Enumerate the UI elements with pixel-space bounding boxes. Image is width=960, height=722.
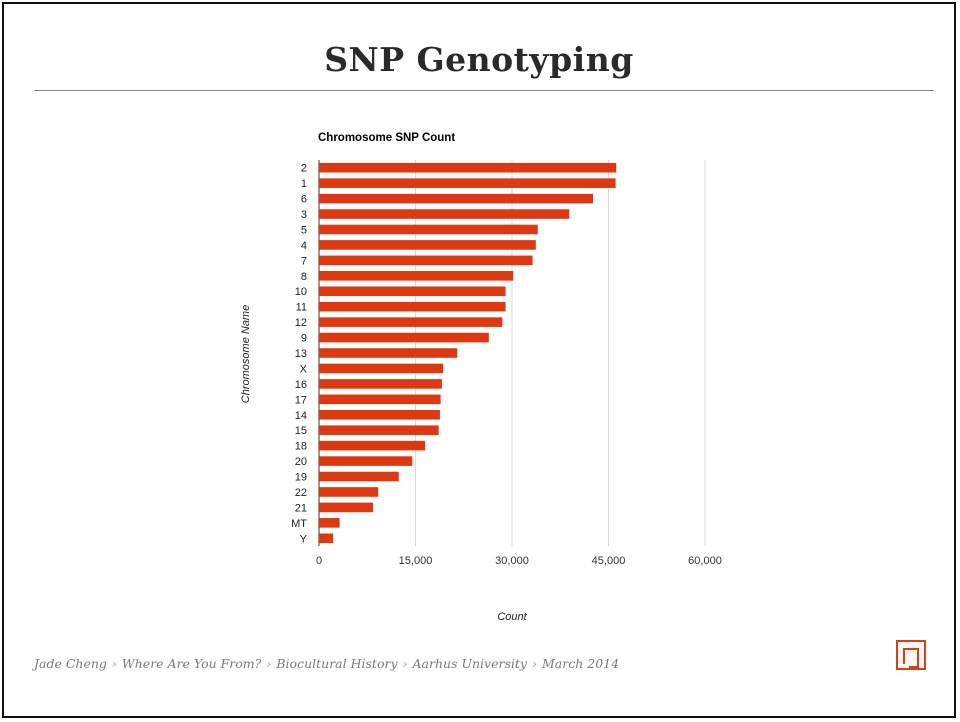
y-tick-label: X — [300, 363, 308, 375]
bar-chromosome-22 — [319, 487, 379, 497]
bar-chromosome-13 — [319, 348, 458, 358]
footer-item: Aarhus University — [412, 656, 527, 671]
bar-chromosome-Y — [319, 533, 334, 544]
y-tick-label: 6 — [301, 194, 307, 206]
y-tick-label: 8 — [301, 271, 307, 283]
y-tick-label: 14 — [295, 410, 307, 422]
slide-footer: Jade Cheng › Where Are You From? › Biocultur… — [34, 656, 619, 671]
bar-chromosome-20 — [319, 456, 413, 466]
y-tick-label: 3 — [301, 209, 307, 221]
y-tick-label: 5 — [301, 224, 307, 236]
x-axis-label: Count — [497, 611, 527, 623]
footer-item: Biocultural History — [276, 656, 398, 671]
y-tick-label: 15 — [295, 425, 307, 437]
footer-separator: › — [531, 656, 537, 671]
bar-chromosome-2 — [319, 162, 617, 173]
footer-separator: › — [402, 656, 408, 671]
y-axis-label: Chromosome Name — [240, 305, 252, 403]
y-tick-label: 19 — [295, 472, 307, 484]
bar-chromosome-21 — [319, 502, 374, 513]
y-tick-label: 22 — [295, 487, 307, 499]
y-tick-label: 17 — [295, 394, 307, 406]
bar-chromosome-1 — [319, 178, 616, 188]
bar-chromosome-17 — [319, 394, 441, 405]
footer-separator: › — [266, 656, 272, 671]
x-tick-label: 60,000 — [688, 555, 722, 567]
x-tick-label: 30,000 — [495, 555, 529, 567]
y-tick-label: 13 — [295, 348, 307, 360]
y-tick-label: 10 — [295, 286, 307, 298]
y-tick-label: 11 — [296, 302, 307, 314]
footer-item: Jade Cheng — [34, 656, 107, 671]
chart-title: Chromosome SNP Count — [318, 132, 455, 144]
x-tick-label: 0 — [316, 555, 322, 567]
y-tick-label: 4 — [301, 240, 307, 252]
footer-separator: › — [111, 656, 117, 671]
y-tick-label: 1 — [301, 178, 307, 190]
bar-chromosome-MT — [319, 518, 340, 528]
title-divider — [34, 90, 934, 91]
x-tick-label: 15,000 — [399, 555, 433, 567]
footer-item: Where Are You From? — [121, 656, 262, 671]
bar-chromosome-X — [319, 363, 444, 374]
y-tick-label: Y — [300, 533, 308, 545]
bar-chromosome-14 — [319, 409, 440, 420]
bar-chromosome-19 — [319, 471, 399, 482]
y-tick-label: 21 — [295, 502, 307, 514]
bars — [319, 162, 617, 544]
bar-chromosome-16 — [319, 379, 442, 389]
y-tick-label: 18 — [295, 441, 307, 453]
bar-chromosome-10 — [319, 286, 506, 297]
bar-chromosome-9 — [319, 332, 489, 343]
bar-chromosome-4 — [319, 240, 536, 250]
x-tick-labels: 0 15,000 30,000 45,000 60,000 — [316, 555, 722, 567]
slide-title: SNP Genotyping — [324, 40, 634, 79]
bar-chromosome-5 — [319, 224, 538, 235]
y-tick-label: 12 — [295, 317, 307, 329]
x-tick-label: 45,000 — [592, 555, 626, 567]
y-tick-label: 16 — [295, 379, 307, 391]
y-tick-label: 2 — [301, 163, 307, 175]
bar-chromosome-11 — [319, 301, 506, 312]
bar-chromosome-12 — [319, 317, 503, 327]
red-seal-stamp-icon — [896, 640, 926, 670]
bar-chromosome-18 — [319, 440, 426, 451]
bar-chromosome-7 — [319, 255, 533, 266]
bar-chromosome-3 — [319, 209, 570, 219]
gridlines — [318, 160, 706, 546]
y-tick-label: MT — [291, 518, 307, 530]
y-tick-label: 9 — [301, 333, 307, 345]
y-tick-label: 20 — [295, 456, 307, 468]
y-tick-label: 7 — [301, 255, 307, 267]
bar-chromosome-6 — [319, 193, 594, 204]
bar-chromosome-8 — [319, 271, 514, 281]
footer-item: March 2014 — [541, 656, 620, 671]
bar-chromosome-15 — [319, 425, 439, 435]
